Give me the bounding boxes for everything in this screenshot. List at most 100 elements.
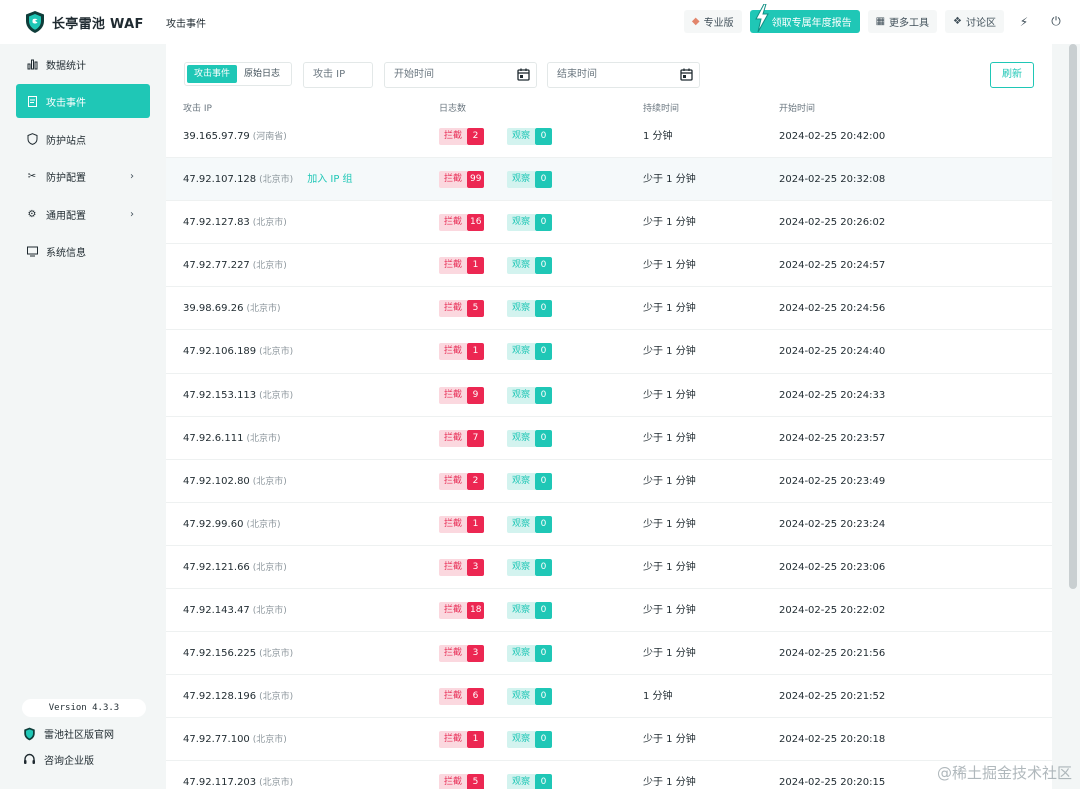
forum-button[interactable]: ❖ 讨论区 [945,10,1004,33]
tab-attack-events[interactable]: 攻击事件 [187,65,238,83]
table-row[interactable]: 47.92.77.100 (北京市) 拦截 1 观察 0 少于 1 分钟 2024-02-25… [166,718,1052,762]
attack-ip: 47.92.143.47 [183,605,250,617]
translate-button[interactable]: ⚡ [1012,10,1036,33]
table-row[interactable]: 47.92.77.227 (北京市) 拦截 1 观察 0 少于 1 分钟 2024-02-25… [166,244,1052,288]
block-count-badge: 拦截 2 [439,472,485,490]
block-count: 3 [467,558,485,576]
watch-count: 0 [535,214,553,232]
table-row[interactable]: 47.92.6.111 (北京市) 拦截 7 观察 0 少于 1 分钟 2024-02-25 … [166,417,1052,460]
watch-count: 0 [535,645,553,663]
table-row[interactable]: 47.92.117.203 (北京市) 拦截 5 观察 0 少于 1 分钟 2024-02-2… [166,761,1052,789]
block-label: 拦截 [439,429,468,447]
waf-logo-icon [26,11,44,33]
duration-cell: 少于 1 分钟 [643,260,696,272]
duration-cell: 少于 1 分钟 [643,432,696,444]
block-count: 99 [467,171,485,189]
attack-ip-cell: 47.92.143.47 (北京市) [183,589,287,632]
watch-label: 观察 [507,300,536,318]
table-row[interactable]: 47.92.121.66 (北京市) 拦截 3 观察 0 少于 1 分钟 2024-02-25… [166,546,1052,590]
block-label: 拦截 [439,171,468,189]
table-row[interactable]: 47.92.99.60 (北京市) 拦截 1 观察 0 少于 1 分钟 2024-02-25 … [166,503,1052,546]
refresh-button[interactable]: 刷新 [990,62,1034,88]
sidebar-item-general-config[interactable]: ⚙ 通用配置 › [16,197,150,231]
annual-report-button[interactable]: 领取专属年度报告 [749,4,860,33]
more-tools-button[interactable]: ▦ 更多工具 [867,10,938,33]
ip-location: (北京市) [259,175,294,186]
watch-label: 观察 [507,257,536,275]
block-label: 拦截 [439,688,468,706]
block-count: 2 [467,128,485,145]
watch-count-badge: 观察 0 [507,558,553,576]
start-time-cell: 2024-02-25 20:23:49 [779,475,886,487]
document-icon [26,95,38,107]
table-row[interactable]: 47.92.107.128 (北京市) 加入 IP 组 拦截 99 观察 0 少于 1 分钟 2… [166,158,1052,202]
sidebar-item-sites[interactable]: 防护站点 [16,122,150,156]
duration-cell: 1 分钟 [643,131,673,142]
duration-cell: 少于 1 分钟 [643,777,696,789]
attack-ip-cell: 47.92.117.203 (北京市) [183,761,293,789]
attack-ip-cell: 47.92.153.113 (北京市) [183,374,293,417]
block-count-badge: 拦截 18 [439,602,485,620]
table-row[interactable]: 39.165.97.79 (河南省) 拦截 2 观察 0 1 分钟 2024-02-25 20… [166,115,1052,159]
start-time-picker[interactable]: 开始时间 [384,62,537,88]
sidebar-item-label: 防护站点 [46,135,86,147]
start-time-cell: 2024-02-25 20:26:02 [779,217,886,229]
brand[interactable]: 长亭雷池 WAF [0,10,166,34]
start-time-cell: 2024-02-25 20:21:52 [779,691,886,703]
ip-location: (北京市) [259,692,294,703]
block-label: 拦截 [439,386,468,404]
duration-cell: 少于 1 分钟 [643,734,696,746]
start-time-cell: 2024-02-25 20:20:15 [779,777,886,789]
tab-raw-logs[interactable]: 原始日志 [244,69,281,79]
watch-label: 观察 [507,602,536,620]
watch-count-badge: 观察 0 [507,128,553,145]
duration-cell: 少于 1 分钟 [643,389,696,401]
scrollbar[interactable] [1069,44,1077,589]
block-count: 9 [467,386,485,404]
header-log-count: 日志数 [439,104,467,114]
ip-location: (北京市) [252,562,287,573]
table-row[interactable]: 47.92.106.189 (北京市) 拦截 1 观察 0 少于 1 分钟 2024-02-2… [166,330,1052,374]
block-count-badge: 拦截 7 [439,429,485,447]
table-row[interactable]: 47.92.102.80 (北京市) 拦截 2 观察 0 少于 1 分钟 2024-02-25… [166,460,1052,503]
more-tools-label: 更多工具 [889,18,930,29]
event-table: 39.165.97.79 (河南省) 拦截 2 观察 0 1 分钟 2024-02-25 20… [166,115,1052,789]
table-row[interactable]: 47.92.156.225 (北京市) 拦截 3 观察 0 少于 1 分钟 2024-02-2… [166,632,1052,676]
block-count-badge: 拦截 5 [439,300,485,318]
forum-label: 讨论区 [966,18,996,29]
attack-ip-cell: 47.92.121.66 (北京市) [183,546,287,589]
attack-ip-cell: 47.92.77.100 (北京市) [183,718,287,761]
logout-button[interactable]: ⏻ [1044,10,1068,33]
enterprise-consult-link[interactable]: 咨询企业版 [22,752,94,767]
table-header: 攻击 IP 日志数 持续时间 开始时间 [166,101,1052,115]
community-site-link[interactable]: 雷池社区版官网 [22,726,114,741]
table-row[interactable]: 47.92.153.113 (北京市) 拦截 9 观察 0 少于 1 分钟 2024-02-2… [166,374,1052,417]
ip-location: (北京市) [252,606,287,617]
table-row[interactable]: 47.92.143.47 (北京市) 拦截 18 观察 0 少于 1 分钟 2024-02-2… [166,589,1052,633]
block-label: 拦截 [439,214,468,232]
watch-count-badge: 观察 0 [507,300,553,318]
sidebar-item-stats[interactable]: 数据统计 [16,47,150,81]
sidebar-item-system-info[interactable]: 系统信息 [16,234,150,268]
watch-label: 观察 [507,688,536,706]
duration-cell: 少于 1 分钟 [643,174,696,186]
watch-count-badge: 观察 0 [507,214,553,232]
table-row[interactable]: 47.92.128.196 (北京市) 拦截 6 观察 0 1 分钟 2024-02-25 2… [166,675,1052,719]
table-row[interactable]: 39.98.69.26 (北京市) 拦截 5 观察 0 少于 1 分钟 2024-02-25 … [166,287,1052,331]
pro-edition-button[interactable]: ◆ 专业版 [683,10,742,33]
block-count: 5 [467,300,485,318]
start-time-cell: 2024-02-25 20:24:40 [779,346,886,358]
end-time-picker[interactable]: 结束时间 [547,62,700,88]
attack-ip: 47.92.102.80 [183,475,250,487]
duration-cell: 少于 1 分钟 [643,648,696,660]
headset-icon [22,753,36,767]
attack-ip: 47.92.128.196 [183,691,257,703]
sidebar-item-protection-config[interactable]: ✂ 防护配置 › [16,159,150,193]
add-to-ip-group-link[interactable]: 加入 IP 组 [307,174,353,186]
attack-ip-input[interactable]: 攻击 IP [303,62,373,88]
watch-count-badge: 观察 0 [507,688,553,706]
table-row[interactable]: 47.92.127.83 (北京市) 拦截 16 观察 0 少于 1 分钟 2024-02-2… [166,201,1052,245]
duration-cell: 1 分钟 [643,691,673,703]
sidebar-item-attack-events[interactable]: 攻击事件 [16,84,150,118]
start-time-placeholder: 开始时间 [394,69,434,80]
